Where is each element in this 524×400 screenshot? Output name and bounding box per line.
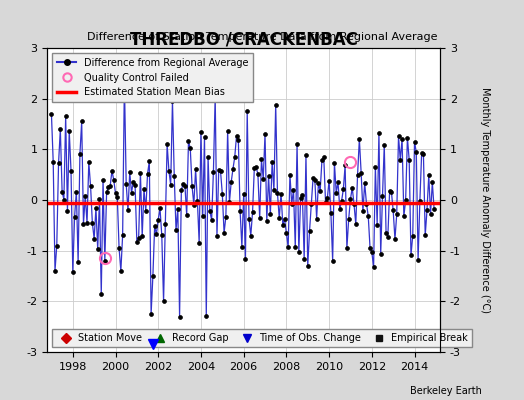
- Text: Difference of Station Temperature Data from Regional Average: Difference of Station Temperature Data f…: [87, 32, 437, 42]
- Legend: Station Move, Record Gap, Time of Obs. Change, Empirical Break: Station Move, Record Gap, Time of Obs. C…: [52, 329, 472, 347]
- Title: THREDBO /CRACKENBAC: THREDBO /CRACKENBAC: [130, 30, 357, 48]
- Y-axis label: Monthly Temperature Anomaly Difference (°C): Monthly Temperature Anomaly Difference (…: [481, 87, 490, 313]
- Text: Berkeley Earth: Berkeley Earth: [410, 386, 482, 396]
